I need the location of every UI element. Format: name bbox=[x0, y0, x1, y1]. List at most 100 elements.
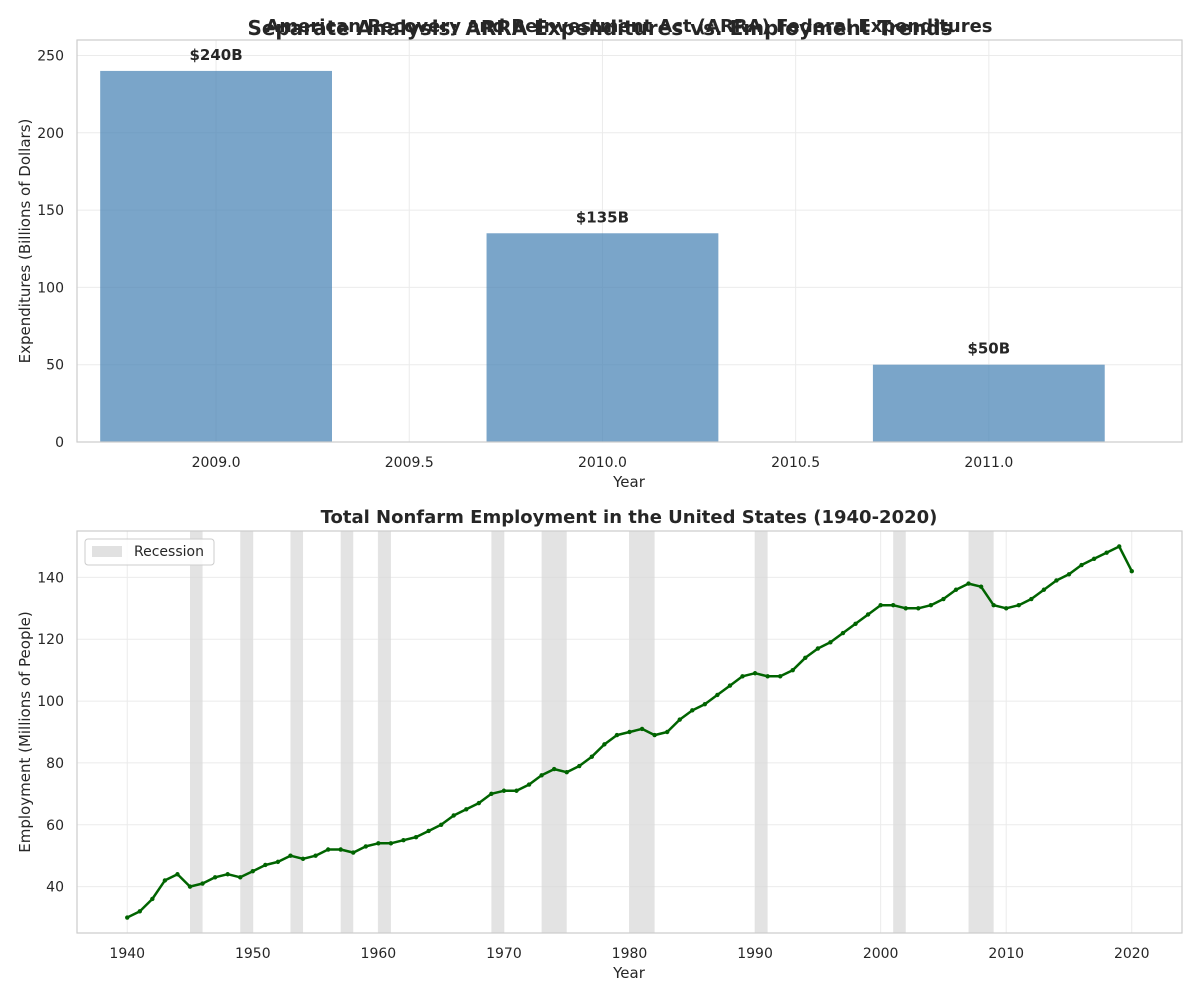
employment-point bbox=[539, 773, 544, 778]
line-x-tick-label: 2020 bbox=[1114, 946, 1150, 962]
line-y-axis-label: Employment (Millions of People) bbox=[16, 611, 34, 852]
line-x-tick-label: 1960 bbox=[361, 946, 397, 962]
line-y-tick-label: 80 bbox=[46, 756, 64, 772]
bar-y-axis-label: Expenditures (Billions of Dollars) bbox=[16, 119, 34, 364]
recession-band bbox=[340, 531, 354, 933]
legend-recession-label: Recession bbox=[134, 544, 204, 560]
employment-point bbox=[125, 915, 130, 920]
employment-point bbox=[1054, 578, 1059, 583]
employment-point bbox=[275, 859, 281, 865]
line-y-tick-label: 140 bbox=[37, 570, 64, 586]
employment-point bbox=[489, 791, 494, 797]
employment-point bbox=[727, 683, 733, 688]
line-x-tick-label: 1970 bbox=[486, 946, 522, 962]
recession-shading bbox=[190, 531, 994, 933]
bar-bars bbox=[100, 70, 1105, 442]
employment-point bbox=[953, 587, 959, 592]
employment-series bbox=[125, 544, 1134, 920]
employment-point bbox=[890, 603, 896, 608]
line-x-axis-label: Year bbox=[612, 964, 646, 982]
recession-band bbox=[240, 531, 253, 933]
employment-point bbox=[664, 729, 670, 735]
employment-point bbox=[162, 878, 168, 883]
recession-band bbox=[755, 531, 768, 933]
employment-point bbox=[263, 862, 268, 868]
employment-point bbox=[740, 674, 745, 679]
employment-point bbox=[627, 729, 632, 735]
bar-y-tick-label: 0 bbox=[55, 435, 64, 451]
employment-point bbox=[363, 844, 369, 849]
line-y-tick-label: 40 bbox=[46, 880, 64, 896]
employment-point bbox=[137, 909, 142, 914]
employment-point bbox=[438, 822, 444, 827]
employment-point bbox=[238, 875, 243, 880]
bar-y-tick-label: 200 bbox=[37, 126, 64, 142]
employment-point bbox=[514, 788, 519, 793]
recession-band bbox=[968, 531, 994, 933]
employment-point bbox=[715, 692, 720, 698]
employment-point bbox=[1004, 606, 1009, 611]
employment-point bbox=[1091, 556, 1097, 562]
bar-x-tick-labels: 2009.0 2009.5 2010.0 2010.5 2011.0 bbox=[192, 455, 1014, 471]
bar-y-tick-label: 50 bbox=[46, 358, 64, 374]
employment-point bbox=[351, 850, 356, 855]
employment-point bbox=[878, 603, 883, 608]
recession-band bbox=[290, 531, 304, 933]
employment-point bbox=[401, 838, 406, 843]
employment-point bbox=[1129, 569, 1134, 574]
bar-x-axis-label: Year bbox=[612, 473, 646, 491]
recession-band bbox=[893, 531, 906, 933]
employment-point bbox=[1066, 572, 1072, 577]
line-chart-title: Total Nonfarm Employment in the United S… bbox=[321, 507, 938, 528]
recession-band bbox=[541, 531, 567, 933]
employment-point bbox=[1104, 550, 1109, 555]
employment-point bbox=[865, 612, 871, 617]
employment-point bbox=[928, 603, 934, 608]
employment-point bbox=[677, 717, 682, 722]
line-x-tick-label: 2010 bbox=[988, 946, 1024, 962]
bar-x-tick-label: 2009.0 bbox=[192, 455, 241, 471]
bar-plot-frame bbox=[76, 39, 1183, 443]
employment-point bbox=[614, 732, 620, 738]
bar-2011 bbox=[872, 364, 1105, 442]
employment-point bbox=[978, 584, 984, 589]
employment-point bbox=[828, 640, 833, 645]
employment-point bbox=[313, 853, 318, 858]
employment-point bbox=[639, 726, 645, 732]
employment-point bbox=[288, 853, 293, 858]
employment-point bbox=[777, 674, 783, 679]
bar-y-tick-label: 150 bbox=[37, 203, 64, 219]
line-legend: Recession bbox=[84, 538, 215, 566]
employment-point bbox=[338, 847, 343, 852]
employment-point bbox=[589, 754, 595, 759]
employment-point bbox=[376, 841, 381, 846]
employment-point bbox=[225, 872, 230, 877]
bar-x-tick-label: 2009.5 bbox=[385, 455, 434, 471]
figure-suptitle: Separate Analysis: ARRA Expenditures vs.… bbox=[247, 16, 952, 40]
line-y-tick-label: 120 bbox=[37, 632, 64, 648]
employment-point bbox=[966, 581, 971, 586]
employment-point bbox=[325, 847, 331, 852]
bar-value-labels: $240B $135B $50B bbox=[189, 46, 1010, 358]
line-x-tick-label: 1990 bbox=[737, 946, 773, 962]
employment-point bbox=[200, 881, 205, 886]
employment-point bbox=[300, 856, 306, 861]
line-plot-frame bbox=[76, 530, 1183, 934]
employment-point bbox=[577, 763, 582, 769]
employment-point bbox=[476, 800, 482, 806]
employment-point bbox=[702, 701, 708, 707]
line-x-tick-label: 2000 bbox=[863, 946, 899, 962]
line-x-tick-label: 1950 bbox=[235, 946, 271, 962]
employment-point bbox=[752, 671, 758, 676]
employment-point bbox=[790, 667, 795, 673]
bar-2010 bbox=[486, 233, 719, 442]
employment-point bbox=[1079, 562, 1084, 568]
employment-point bbox=[426, 828, 431, 834]
line-x-tick-label: 1940 bbox=[109, 946, 145, 962]
employment-point bbox=[388, 841, 394, 846]
employment-point bbox=[501, 788, 507, 793]
legend-box bbox=[84, 538, 215, 566]
employment-point bbox=[212, 875, 218, 880]
